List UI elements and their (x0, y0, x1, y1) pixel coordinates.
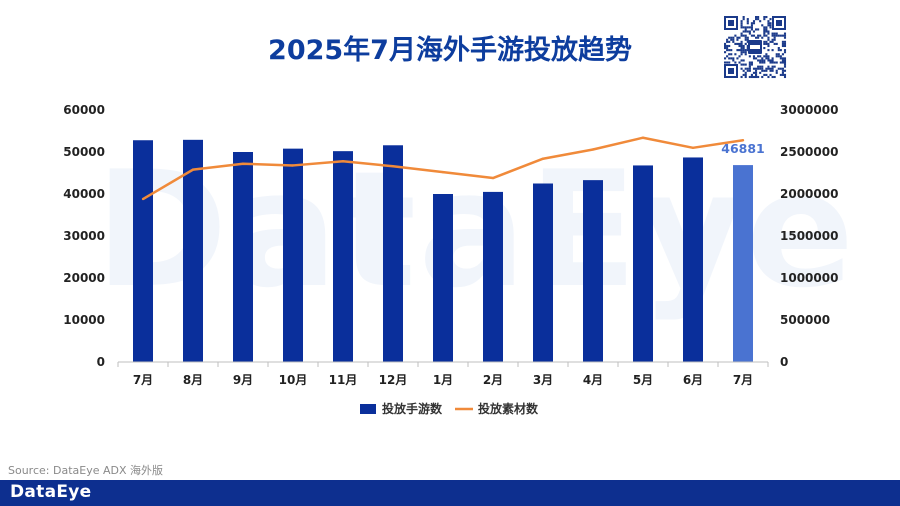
bar-11 (683, 157, 703, 362)
y-right-tick-label: 1500000 (780, 229, 838, 243)
y-right-tick-label: 3000000 (780, 103, 838, 117)
qr-finder-2 (724, 64, 738, 78)
y-right-tick-label: 500000 (780, 313, 830, 327)
x-tick-label: 11月 (329, 373, 358, 387)
x-tick-label: 7月 (733, 373, 753, 387)
bar-3 (283, 148, 303, 362)
y-left-tick-label: 0 (97, 355, 105, 369)
line-point-1 (191, 168, 195, 171)
legend-swatch-bar (360, 404, 376, 414)
x-tick-label: 6月 (683, 373, 703, 387)
page-title: 2025年7月海外手游投放趋势 (268, 35, 632, 66)
line-point-5 (391, 165, 395, 168)
line-point-8 (541, 157, 545, 160)
y-left-tick-label: 10000 (63, 313, 105, 327)
bar-0 (133, 140, 153, 362)
x-tick-label: 9月 (233, 373, 253, 387)
y-left-tick-label: 20000 (63, 271, 105, 285)
x-tick-label: 7月 (133, 373, 153, 387)
y-left-tick-label: 60000 (63, 103, 105, 117)
legend-label-bar: 投放手游数 (382, 401, 443, 416)
line-point-9 (591, 148, 595, 151)
line-point-10 (641, 136, 645, 139)
qr-finder-1 (772, 16, 786, 30)
bar-2 (233, 152, 253, 362)
bar-6 (433, 194, 453, 362)
x-tick-label: 12月 (379, 373, 408, 387)
bar-10 (633, 165, 653, 362)
line-point-0 (141, 197, 145, 201)
x-tick-label: 4月 (583, 373, 603, 387)
qr-finder-0 (724, 16, 738, 30)
chart-svg: 0 10000 20000 30000 40000 50000 60000 0 500000 10… (63, 103, 838, 416)
x-tick-label: 5月 (633, 373, 653, 387)
line-point-12 (741, 139, 745, 142)
source-note: Source: DataEye ADX 海外版 (8, 464, 163, 477)
line-point-7 (491, 176, 495, 180)
bar-5 (383, 145, 403, 362)
legend-label-line: 投放素材数 (478, 401, 539, 416)
x-tick-label: 1月 (433, 373, 453, 387)
bar-8 (533, 183, 553, 362)
y-left-tick-label: 30000 (63, 229, 105, 243)
y-left-tick-label: 40000 (63, 187, 105, 201)
x-tick-label: 8月 (183, 373, 203, 387)
y-left-tick-label: 50000 (63, 145, 105, 159)
bar-12 (733, 165, 753, 362)
line-point-6 (441, 170, 445, 174)
y-right-tick-label: 2000000 (780, 187, 838, 201)
brand-logo: DataEye (10, 482, 92, 502)
line-point-11 (691, 146, 695, 149)
bar-1 (183, 139, 203, 362)
line-point-2 (241, 162, 245, 165)
x-tick-label: 3月 (533, 373, 553, 387)
bar-4 (333, 151, 353, 362)
y-right-tick-label: 1000000 (780, 271, 838, 285)
y-right-tick-label: 2500000 (780, 145, 838, 159)
line-point-3 (291, 164, 295, 167)
line-point-4 (341, 160, 345, 163)
footer-bar: DataEye (0, 480, 900, 506)
qr-code-icon (722, 14, 788, 80)
x-tick-label: 2月 (483, 373, 503, 387)
bar-9 (583, 180, 603, 362)
bar-7 (483, 191, 503, 362)
x-tick-label: 10月 (279, 373, 308, 387)
y-right-tick-label: 0 (780, 355, 788, 369)
data-label: 46881 (721, 141, 765, 156)
